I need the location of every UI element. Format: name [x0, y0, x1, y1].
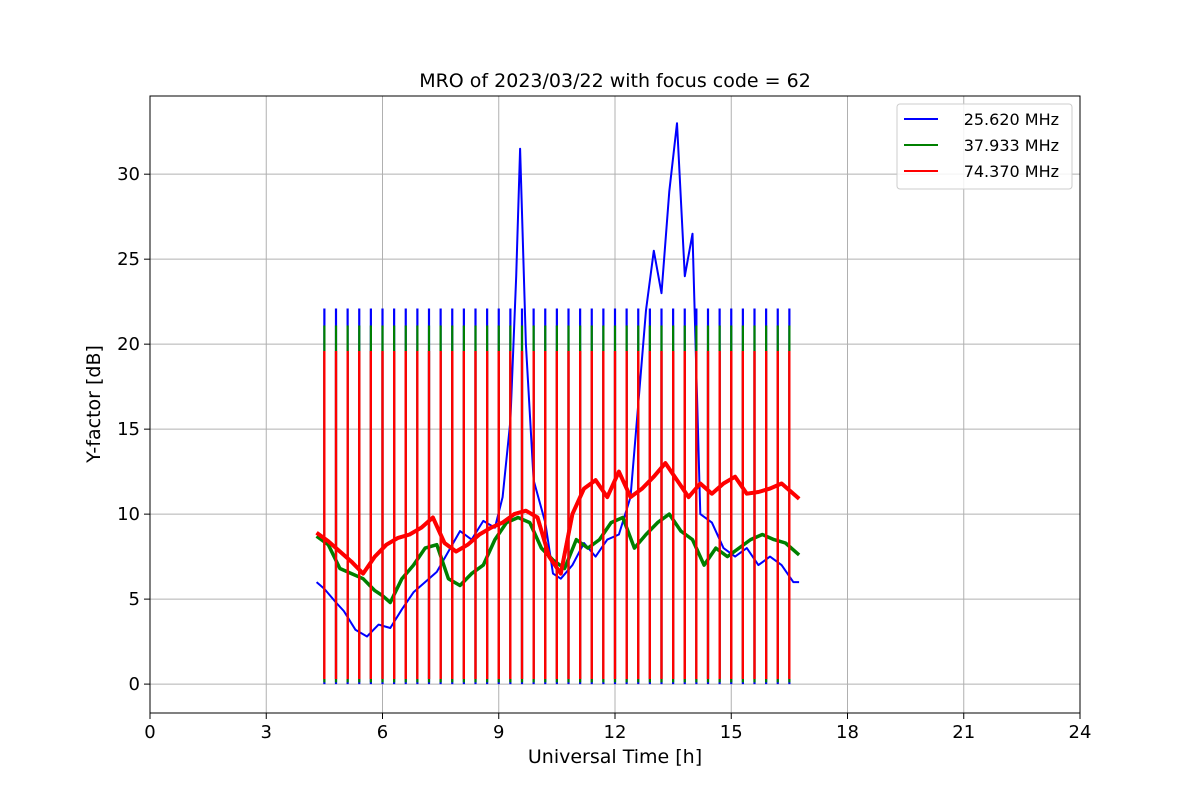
legend: 25.620 MHz 37.933 MHz 74.370 MHz — [896, 103, 1073, 190]
y-tick-label: 15 — [117, 419, 140, 440]
x-tick-label: 24 — [1069, 722, 1092, 743]
series-line-3-top — [315, 461, 801, 576]
x-axis-label: Universal Time [h] — [528, 746, 702, 768]
x-axis: 0 3 6 9 12 15 18 21 24 — [144, 713, 1091, 743]
legend-label-2: 37.933 MHz — [964, 136, 1059, 155]
y-axis: 0 5 10 15 20 25 30 — [117, 164, 150, 695]
plot-area — [315, 122, 801, 685]
y-tick-label: 10 — [117, 504, 140, 525]
y-tick-label: 5 — [129, 589, 140, 610]
y-tick-label: 20 — [117, 334, 140, 355]
legend-label-1: 25.620 MHz — [964, 110, 1059, 129]
x-tick-label: 9 — [493, 722, 504, 743]
x-tick-label: 3 — [261, 722, 272, 743]
x-tick-label: 21 — [952, 722, 975, 743]
x-tick-label: 6 — [377, 722, 388, 743]
y-tick-label: 25 — [117, 249, 140, 270]
chart-title: MRO of 2023/03/22 with focus code = 62 — [419, 70, 811, 92]
legend-label-3: 74.370 MHz — [964, 162, 1059, 181]
x-tick-label: 15 — [720, 722, 743, 743]
y-axis-label: Y-factor [dB] — [83, 345, 105, 464]
y-tick-label: 30 — [117, 164, 140, 185]
x-tick-label: 12 — [604, 722, 627, 743]
x-tick-label: 0 — [144, 722, 155, 743]
x-tick-label: 18 — [836, 722, 859, 743]
calibration-spikes — [323, 308, 791, 685]
y-tick-label: 0 — [129, 674, 140, 695]
legend-box — [896, 103, 1073, 190]
